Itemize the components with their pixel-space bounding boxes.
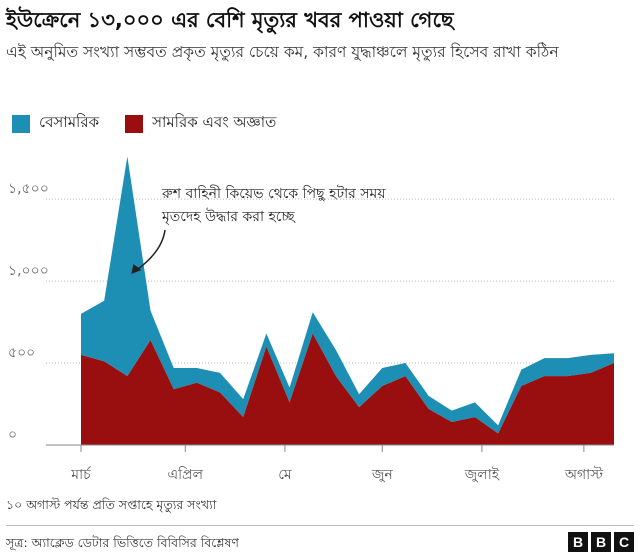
bbc-logo-letter: B [591, 532, 611, 552]
annotation-text: রুশ বাহিনী কিয়েভ থেকে পিছু হটার সময় [161, 185, 386, 202]
bbc-logo-letter: B [568, 532, 588, 552]
bbc-logo-letter: C [614, 532, 634, 552]
x-tick-label: মে [278, 467, 292, 483]
civilian-area [81, 156, 614, 434]
legend-label-civilian: বেসামরিক [39, 113, 100, 131]
y-tick-label: ৫০০ [8, 345, 35, 361]
area-chart: ০ ৫০০ ১,০০০ ১,৫০০ মার্চ এপ্রিল মে জুন জুলাই অগাস্… [8, 156, 614, 483]
legend-item-military: সামরিক এবং অজ্ঞাত [125, 111, 276, 136]
legend-swatch-military [125, 114, 144, 133]
x-tick-label: অগাস্ট [564, 466, 603, 483]
chart-title: ইউক্রেনে ১৩,০০০ এর বেশি মৃত্যুর খবর পাওয… [6, 8, 454, 32]
x-tick-label: মার্চ [70, 466, 91, 483]
legend-swatch-civilian [12, 114, 30, 133]
bbc-logo: B B C [565, 532, 634, 552]
y-tick-label: ১,০০০ [8, 263, 49, 279]
y-tick-label: ১,৫০০ [8, 181, 49, 197]
footnote: ১০ অগাস্ট পর্যন্ত প্রতি সপ্তাহে মৃত্যুর … [6, 497, 217, 512]
legend-label-military: সামরিক এবং অজ্ঞাত [152, 113, 277, 131]
divider [6, 525, 634, 526]
x-tick-label: জুন [371, 467, 394, 483]
legend: বেসামরিক সামরিক এবং অজ্ঞাত [12, 111, 302, 136]
x-tick-label: জুলাই [464, 466, 500, 483]
military-area [81, 333, 614, 445]
annotation-arrow-line [134, 229, 166, 272]
x-tick-label: এপ্রিল [168, 466, 204, 483]
chart-subtitle: এই অনুমিত সংখ্যা সম্ভবত প্রকৃত মৃত্যুর চ… [6, 43, 559, 61]
annotation-text: মৃতদেহ উদ্ধার করা হচ্ছে [161, 208, 296, 225]
y-tick-label: ০ [8, 427, 17, 443]
source-note: সূত্র: অ্যাক্লেড ডেটার ভিত্তিতে বিবিসির … [6, 535, 239, 550]
annotation-arrow-head [131, 264, 142, 274]
legend-item-civilian: বেসামরিক [12, 111, 99, 136]
